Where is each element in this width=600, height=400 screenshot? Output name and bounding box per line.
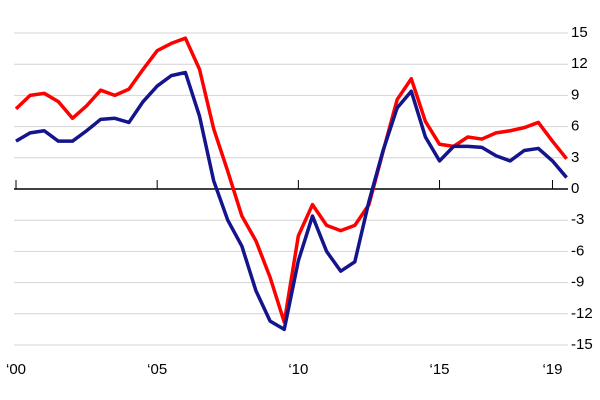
y-tick-label: 0: [571, 180, 579, 197]
y-tick-label: -6: [571, 242, 584, 259]
x-tick-label: ‘10: [288, 361, 308, 378]
x-tick-label: ‘19: [542, 361, 562, 378]
x-tick-label: ‘00: [6, 361, 26, 378]
x-tick-label: ‘15: [430, 361, 450, 378]
y-tick-label: 12: [571, 55, 588, 72]
y-tick-label: 15: [571, 24, 588, 41]
y-tick-label: 3: [571, 149, 579, 166]
x-tick-label: ‘05: [147, 361, 167, 378]
series-line: [15, 70, 568, 332]
y-tick-label: 9: [571, 86, 579, 103]
y-tick-label: -9: [571, 274, 584, 291]
y-tick-label: -15: [571, 336, 593, 353]
y-tick-label: 6: [571, 118, 579, 135]
y-tick-label: -3: [571, 211, 584, 228]
y-tick-label: -12: [571, 305, 593, 322]
series-line: [14, 36, 568, 324]
